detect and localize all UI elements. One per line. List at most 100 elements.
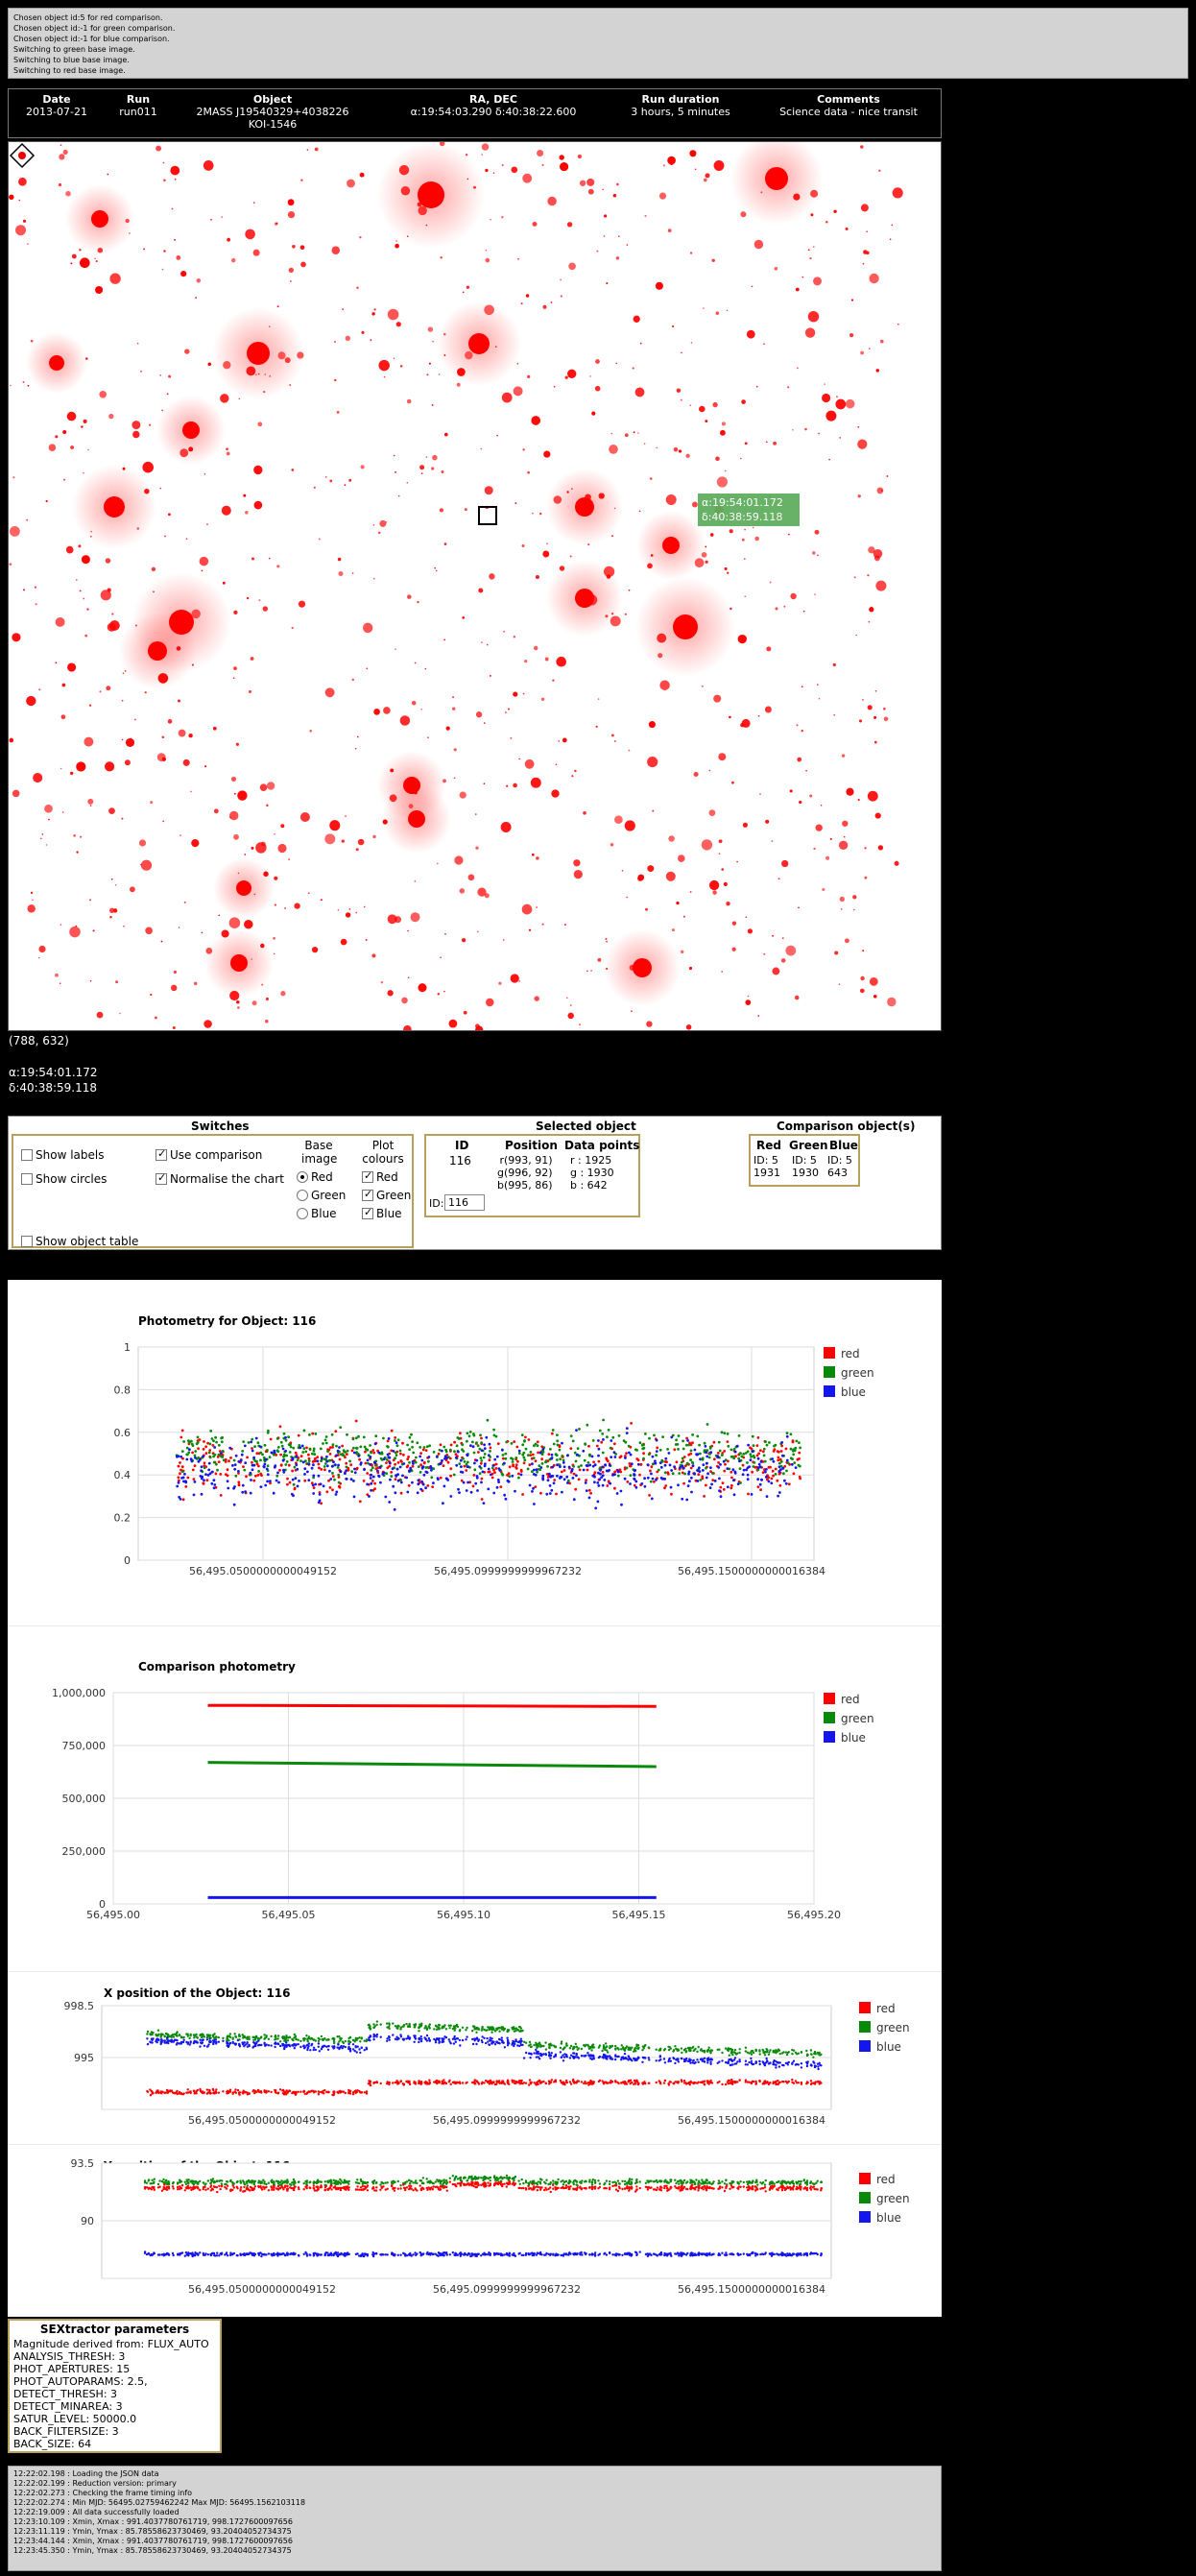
star	[814, 529, 820, 535]
plot-green-checkbox[interactable]	[362, 1188, 373, 1201]
data-point	[718, 1489, 721, 1493]
show-circles-toggle[interactable]: Show circles	[21, 1172, 107, 1186]
show-object-table-checkbox[interactable]	[21, 1236, 33, 1247]
data-point	[222, 2090, 225, 2093]
data-point	[616, 1474, 620, 1478]
data-point	[633, 1483, 636, 1487]
star	[436, 862, 439, 865]
data-point	[359, 2091, 362, 2094]
data-point	[255, 2036, 258, 2039]
data-point	[769, 1465, 772, 1469]
data-point	[426, 1484, 430, 1487]
star-field[interactable]	[9, 142, 942, 1031]
data-point	[712, 1440, 716, 1444]
data-point	[285, 2092, 288, 2095]
sky-image[interactable]: α:19:54:01.172 δ:40:38:59.118	[8, 141, 942, 1031]
show-object-table-toggle[interactable]: Show object table	[21, 1235, 138, 1248]
star	[299, 811, 310, 823]
data-point	[164, 2041, 168, 2044]
data-point	[333, 2041, 336, 2045]
comparison-chart[interactable]: 1,000,000750,000500,000250,000056,495.00…	[8, 1625, 942, 1971]
star	[356, 286, 359, 289]
star	[276, 305, 279, 308]
data-point	[149, 2034, 153, 2036]
data-point	[181, 1457, 184, 1460]
data-point	[370, 1481, 373, 1485]
data-point	[614, 2044, 617, 2048]
data-point	[289, 1445, 293, 1449]
data-point	[228, 2033, 232, 2035]
data-point	[172, 2040, 176, 2043]
star	[616, 182, 619, 186]
star	[163, 250, 166, 253]
show-labels-checkbox[interactable]	[21, 1149, 33, 1161]
data-point	[204, 1452, 208, 1455]
star	[719, 429, 726, 436]
data-point	[656, 1470, 659, 1474]
normalise-toggle[interactable]: Normalise the chart	[155, 1171, 284, 1186]
base-green-radio[interactable]	[297, 1190, 308, 1201]
plot-blue-option[interactable]: Blue	[362, 1206, 402, 1220]
star	[606, 940, 608, 943]
photometry-plot[interactable]: Photometry for Object: 116 1 0.8 0.6 0.4 0.2…	[8, 1280, 942, 1625]
data-point	[706, 2061, 709, 2064]
star	[418, 983, 427, 993]
base-green-option[interactable]: Green	[297, 1189, 346, 1202]
data-point	[559, 1475, 562, 1479]
base-red-option[interactable]: Red	[297, 1170, 333, 1184]
y-position-plot[interactable]: Y position of the Object: 116 93.59056,4…	[8, 2144, 942, 2317]
star	[179, 834, 181, 836]
data-point	[736, 1482, 740, 1485]
data-point	[750, 2057, 753, 2060]
data-point	[248, 2035, 251, 2038]
star	[583, 810, 586, 815]
data-point	[785, 1469, 788, 1473]
comparison-plot[interactable]: Comparison photometry 1,000,000 750,000 50…	[8, 1625, 942, 1971]
base-blue-option[interactable]: Blue	[297, 1207, 337, 1220]
star	[602, 188, 605, 191]
object-id-input[interactable]: 116	[444, 1194, 485, 1211]
data-point	[441, 1449, 443, 1453]
data-point	[562, 1478, 566, 1481]
data-point	[422, 1446, 426, 1449]
data-point	[676, 1443, 680, 1446]
data-point	[405, 1465, 409, 1469]
data-point	[453, 1450, 456, 1454]
use-comparison-toggle[interactable]: Use comparison	[155, 1147, 262, 1162]
base-red-radio[interactable]	[297, 1171, 308, 1183]
x-position-plot[interactable]: X position of the Object: 116 998.5 995 56…	[8, 1971, 942, 2144]
star	[857, 439, 868, 449]
data-point	[640, 1482, 644, 1485]
star	[274, 903, 276, 906]
data-point	[287, 1435, 290, 1439]
data-point	[366, 1472, 370, 1475]
show-object-table-label: Show object table	[36, 1235, 139, 1248]
data-point	[559, 1465, 562, 1468]
log-line: Switching to red base image.	[13, 66, 126, 75]
use-comparison-checkbox[interactable]	[155, 1147, 167, 1161]
data-point	[633, 2058, 636, 2060]
show-labels-toggle[interactable]: Show labels	[21, 1148, 104, 1162]
plot-red-checkbox[interactable]	[362, 1169, 373, 1183]
star	[176, 255, 181, 260]
base-image-title-1: Base	[304, 1139, 333, 1152]
base-blue-radio[interactable]	[297, 1208, 308, 1219]
plot-blue-checkbox[interactable]	[362, 1206, 373, 1219]
data-point	[641, 2045, 645, 2048]
data-point	[239, 1458, 243, 1462]
plot-green-option[interactable]: Green	[362, 1188, 411, 1202]
data-point	[435, 1456, 439, 1458]
data-point	[568, 1481, 571, 1485]
show-circles-checkbox[interactable]	[21, 1173, 33, 1185]
plot-red-option[interactable]: Red	[362, 1169, 398, 1184]
star	[531, 416, 541, 425]
normalise-checkbox[interactable]	[155, 1171, 167, 1185]
data-point	[697, 2060, 700, 2063]
plot-colours-title-1: Plot	[371, 1139, 395, 1152]
selected-star-marker[interactable]	[478, 506, 497, 525]
data-point	[700, 2081, 703, 2083]
data-point	[585, 2082, 587, 2085]
